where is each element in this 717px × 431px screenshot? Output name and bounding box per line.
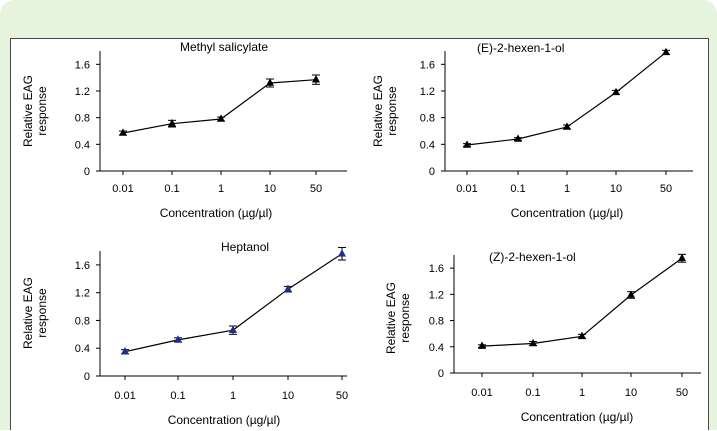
data-point-marker xyxy=(265,78,275,86)
y-tick-label: 1.6 xyxy=(75,260,90,272)
x-axis-label: Concentration (µg/µl) xyxy=(168,413,281,427)
data-point-marker xyxy=(528,338,538,347)
y-axis-label: response xyxy=(398,293,412,343)
data-point-marker xyxy=(661,47,671,56)
y-tick-label: 0.8 xyxy=(75,315,90,327)
y-tick-label: 1.6 xyxy=(420,59,435,71)
data-point-marker xyxy=(562,122,572,130)
y-axis-label: response xyxy=(35,86,49,136)
y-axis-label: Relative EAG xyxy=(384,282,398,354)
y-tick-label: 0 xyxy=(84,166,90,178)
data-point-marker xyxy=(118,128,128,136)
y-tick-label: 0 xyxy=(429,166,435,178)
data-point-marker xyxy=(228,325,238,333)
x-tick-label: 1 xyxy=(230,390,236,402)
x-tick-label: 1 xyxy=(579,387,585,399)
x-tick-label: 0.1 xyxy=(510,183,525,195)
y-axis-label: Relative EAG xyxy=(21,75,35,147)
series-line xyxy=(122,79,317,134)
x-tick-label: 0.01 xyxy=(471,387,492,399)
y-axis-label: response xyxy=(385,86,399,136)
data-point-marker xyxy=(462,140,472,148)
data-point-marker xyxy=(311,75,321,83)
y-tick-label: 1.2 xyxy=(420,86,435,98)
data-point-marker xyxy=(611,87,621,96)
y-tick-label: 1.2 xyxy=(429,289,444,301)
data-point-marker xyxy=(626,290,636,298)
x-axis-label: Concentration (µg/µl) xyxy=(511,206,624,220)
data-point-marker xyxy=(337,249,347,257)
x-tick-label: 50 xyxy=(336,390,348,402)
y-tick-label: 1.6 xyxy=(75,59,90,71)
y-axis-label: Relative EAG xyxy=(21,277,35,349)
x-tick-label: 0.01 xyxy=(112,183,133,195)
x-tick-label: 0.1 xyxy=(170,390,185,402)
x-tick-label: 10 xyxy=(282,390,294,402)
x-tick-label: 0.1 xyxy=(525,387,540,399)
y-tick-label: 0.4 xyxy=(420,139,435,151)
series-line xyxy=(466,51,667,146)
y-tick-label: 0.4 xyxy=(75,343,90,355)
y-axis-label: Relative EAG xyxy=(371,75,385,147)
data-point-marker xyxy=(120,347,130,355)
data-point-marker xyxy=(283,284,293,292)
series-line xyxy=(124,253,343,353)
x-tick-label: 50 xyxy=(310,183,322,195)
x-tick-label: 1 xyxy=(564,183,570,195)
figure-panel: 0 0.4 0.8 1.2 1.6 0.01 0.1 1 10 50 Methyl salicyla… xyxy=(10,38,709,430)
y-tick-label: 1.2 xyxy=(75,288,90,300)
chart-title: (E)-2-hexen-1-ol xyxy=(477,41,564,55)
x-tick-label: 1 xyxy=(218,183,224,195)
x-tick-label: 10 xyxy=(264,183,276,195)
data-point-marker xyxy=(167,119,177,127)
x-tick-label: 0.1 xyxy=(164,183,179,195)
data-point-marker xyxy=(477,341,487,349)
x-tick-label: 50 xyxy=(660,183,672,195)
chart-title: Heptanol xyxy=(221,240,269,254)
y-tick-label: 0.4 xyxy=(429,342,444,354)
data-point-marker xyxy=(216,114,226,122)
y-tick-label: 0 xyxy=(438,368,444,380)
x-axis-label: Concentration (µg/µl) xyxy=(160,206,273,220)
x-tick-label: 0.01 xyxy=(114,390,135,402)
y-tick-label: 0 xyxy=(84,371,90,383)
chart-title: Methyl salicylate xyxy=(180,40,268,54)
x-tick-label: 0.01 xyxy=(456,183,477,195)
data-point-marker xyxy=(577,331,587,340)
x-tick-label: 10 xyxy=(610,183,622,195)
y-axis-label: response xyxy=(35,288,49,338)
y-tick-label: 0.4 xyxy=(75,139,90,151)
y-tick-label: 0.8 xyxy=(75,113,90,125)
y-tick-label: 0.8 xyxy=(420,113,435,125)
y-tick-label: 0.8 xyxy=(429,316,444,328)
y-tick-label: 1.6 xyxy=(429,263,444,275)
y-tick-label: 1.2 xyxy=(75,86,90,98)
x-tick-label: 50 xyxy=(676,387,688,399)
x-tick-label: 10 xyxy=(625,387,637,399)
data-point-marker xyxy=(173,335,183,343)
data-point-marker xyxy=(677,253,687,262)
x-axis-label: Concentration (µg/µl) xyxy=(521,410,634,424)
data-point-marker xyxy=(513,134,523,142)
chart-title: (Z)-2-hexen-1-ol xyxy=(489,250,576,264)
